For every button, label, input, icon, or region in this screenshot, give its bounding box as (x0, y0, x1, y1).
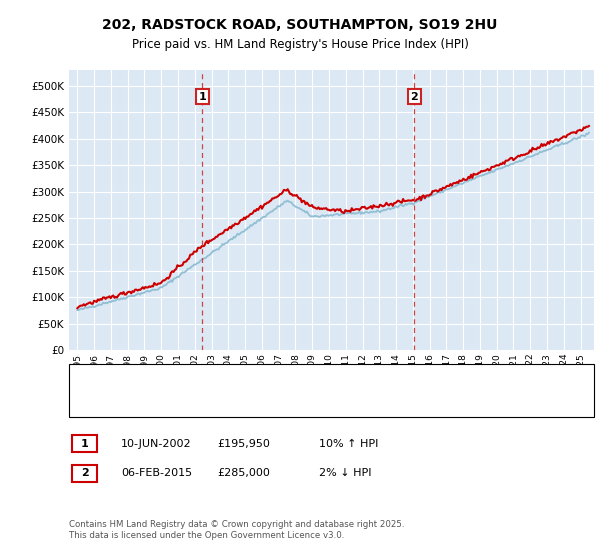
Text: 2: 2 (81, 468, 88, 478)
Text: £195,950: £195,950 (217, 438, 270, 449)
Text: 10-JUN-2002: 10-JUN-2002 (121, 438, 192, 449)
Text: 2: 2 (410, 92, 418, 101)
Text: 1: 1 (81, 438, 88, 449)
Text: 202, RADSTOCK ROAD, SOUTHAMPTON, SO19 2HU (detached house): 202, RADSTOCK ROAD, SOUTHAMPTON, SO19 2H… (120, 374, 464, 384)
Text: 1: 1 (199, 92, 206, 101)
Text: 2% ↓ HPI: 2% ↓ HPI (319, 468, 372, 478)
Text: Price paid vs. HM Land Registry's House Price Index (HPI): Price paid vs. HM Land Registry's House … (131, 38, 469, 52)
Text: £285,000: £285,000 (217, 468, 270, 478)
Text: 06-FEB-2015: 06-FEB-2015 (121, 468, 193, 478)
Text: 202, RADSTOCK ROAD, SOUTHAMPTON, SO19 2HU: 202, RADSTOCK ROAD, SOUTHAMPTON, SO19 2H… (103, 18, 497, 32)
Text: 10% ↑ HPI: 10% ↑ HPI (319, 438, 379, 449)
Text: HPI: Average price, detached house, Southampton: HPI: Average price, detached house, Sout… (120, 397, 371, 407)
Text: Contains HM Land Registry data © Crown copyright and database right 2025.
This d: Contains HM Land Registry data © Crown c… (69, 520, 404, 540)
